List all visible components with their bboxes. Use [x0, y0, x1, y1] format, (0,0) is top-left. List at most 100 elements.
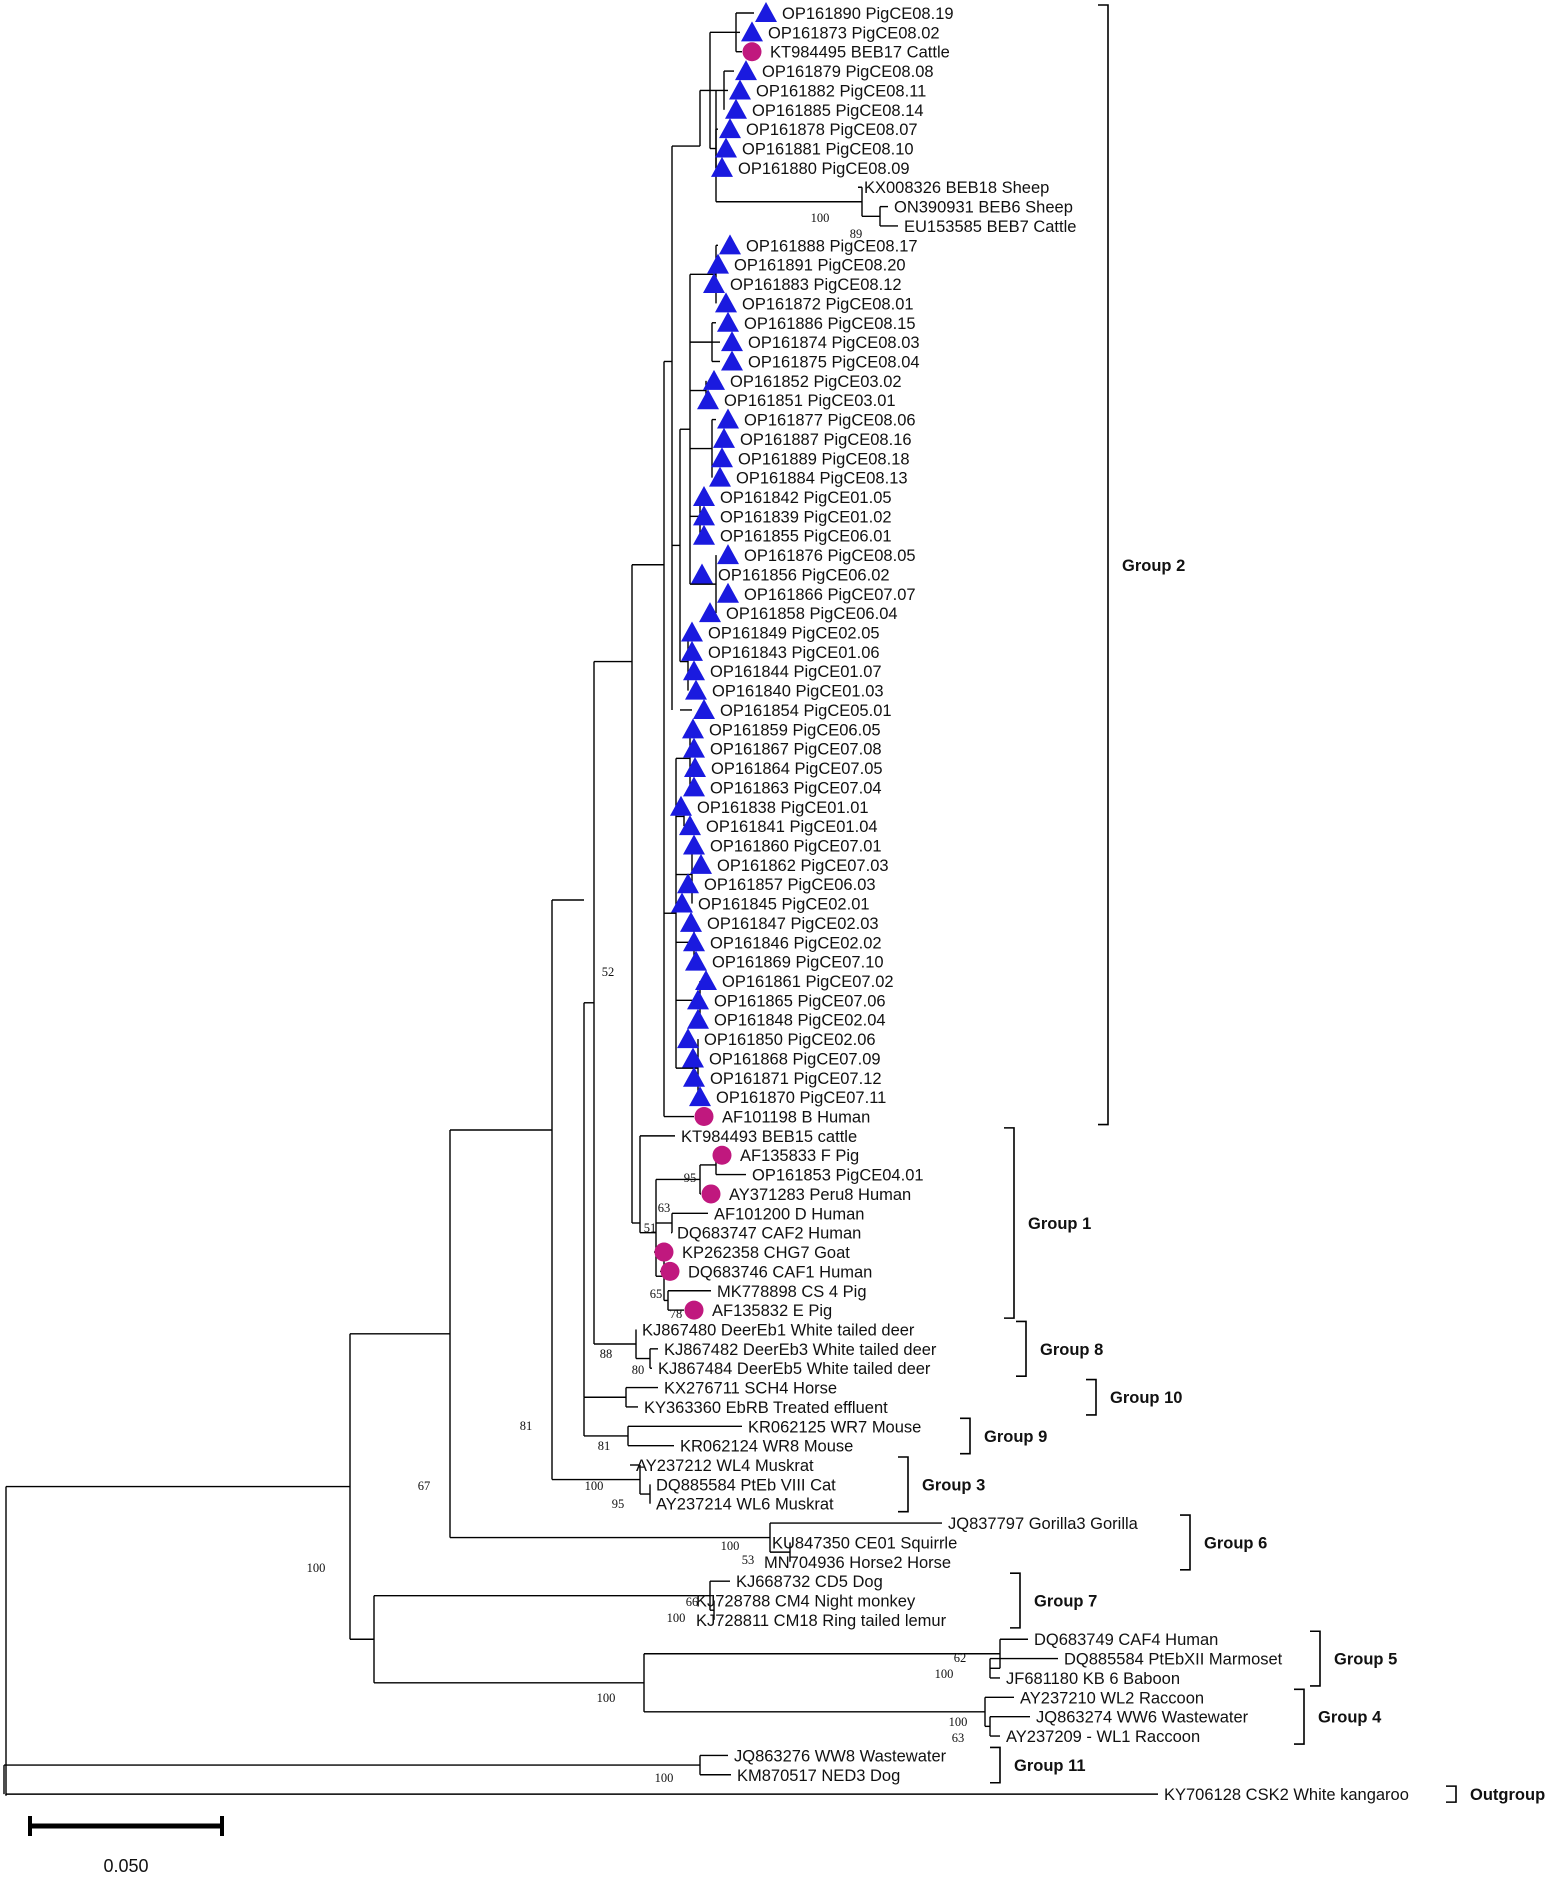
- group-label: Group 5: [1334, 1651, 1397, 1669]
- tip-label: OP161886 PigCE08.15: [744, 315, 916, 333]
- bootstrap-value: 67: [418, 1479, 431, 1493]
- triangle-marker-icon: [685, 679, 707, 700]
- tip-label: OP161890 PigCE08.19: [782, 5, 954, 23]
- tip-label: AY237212 WL4 Muskrat: [636, 1457, 814, 1475]
- circle-marker-icon: [712, 1145, 732, 1165]
- bootstrap-value: 63: [658, 1201, 671, 1215]
- tip-label: OP161869 PigCE07.10: [712, 954, 884, 972]
- tip-label: AY237209 - WL1 Raccoon: [1006, 1728, 1200, 1746]
- bootstrap-value: 88: [600, 1347, 613, 1361]
- tip-label: KJ728788 CM4 Night monkey: [696, 1593, 916, 1611]
- tip-label: JQ863274 WW6 Wastewater: [1036, 1709, 1249, 1727]
- triangle-marker-icon: [685, 950, 707, 971]
- tip-label: OP161840 PigCE01.03: [712, 683, 884, 701]
- tip-label: OP161857 PigCE06.03: [704, 876, 876, 894]
- bootstrap-value: 62: [954, 1651, 967, 1665]
- tip-label: JF681180 KB 6 Baboon: [1006, 1670, 1180, 1688]
- group-label: Group 2: [1122, 557, 1185, 575]
- triangle-marker-icon: [719, 234, 741, 255]
- group-bracket: [1446, 1785, 1457, 1803]
- tip-label: KJ867484 DeerEb5 White tailed deer: [658, 1360, 931, 1378]
- triangle-marker-icon: [735, 60, 757, 81]
- triangle-marker-icon: [725, 98, 747, 119]
- group-label: Outgroup: [1470, 1786, 1545, 1804]
- tip-label: OP161852 PigCE03.02: [730, 373, 902, 391]
- bootstrap-value: 100: [811, 211, 830, 225]
- tip-label: KX008326 BEB18 Sheep: [864, 179, 1049, 197]
- tip-label: OP161862 PigCE07.03: [717, 857, 889, 875]
- tip-label: OP161880 PigCE08.09: [738, 160, 910, 178]
- triangle-marker-icon: [683, 1066, 705, 1087]
- tip-label: OP161850 PigCE02.06: [704, 1031, 876, 1049]
- bootstrap-value: 95: [612, 1497, 625, 1511]
- group-label: Group 6: [1204, 1534, 1267, 1552]
- group-label: Group 11: [1014, 1757, 1086, 1775]
- triangle-marker-icon: [671, 892, 693, 913]
- triangle-marker-icon: [677, 873, 699, 894]
- group-bracket: [1180, 1514, 1191, 1571]
- bootstrap-value: 66: [686, 1595, 699, 1609]
- tip-label: AF101198 B Human: [722, 1109, 870, 1127]
- tip-label: DQ885584 PtEb VIII Cat: [656, 1476, 836, 1494]
- tip-label: OP161876 PigCE08.05: [744, 547, 916, 565]
- tip-label: MN704936 Horse2 Horse: [764, 1554, 951, 1572]
- tip-label: OP161847 PigCE02.03: [707, 915, 879, 933]
- tip-label: OP161867 PigCE07.08: [710, 741, 882, 759]
- group-label: Group 7: [1034, 1593, 1097, 1611]
- triangle-marker-icon: [719, 118, 741, 139]
- bootstrap-value: 80: [632, 1363, 645, 1377]
- tip-label: ON390931 BEB6 Sheep: [894, 199, 1073, 217]
- bootstrap-value: 100: [585, 1479, 604, 1493]
- group-label: Group 1: [1028, 1215, 1091, 1233]
- tip-label: OP161877 PigCE08.06: [744, 412, 916, 430]
- tip-label: OP161891 PigCE08.20: [734, 257, 906, 275]
- triangle-marker-icon: [681, 621, 703, 642]
- triangle-marker-icon: [693, 505, 715, 526]
- triangle-marker-icon: [682, 718, 704, 739]
- triangle-marker-icon: [693, 698, 715, 719]
- circle-marker-icon: [694, 1107, 714, 1127]
- triangle-marker-icon: [715, 292, 737, 313]
- triangle-marker-icon: [729, 79, 751, 100]
- tip-label: KJ867482 DeerEb3 White tailed deer: [664, 1341, 937, 1359]
- triangle-marker-icon: [721, 350, 743, 371]
- triangle-marker-icon: [691, 563, 713, 584]
- triangle-marker-icon: [683, 776, 705, 797]
- group-label: Group 4: [1318, 1709, 1382, 1727]
- tip-label: OP161853 PigCE04.01: [752, 1167, 924, 1185]
- tip-label: OP161881 PigCE08.10: [742, 141, 914, 159]
- group-label: Group 10: [1110, 1389, 1182, 1407]
- triangle-marker-icon: [703, 369, 725, 390]
- tip-label: OP161874 PigCE08.03: [748, 334, 920, 352]
- circle-marker-icon: [684, 1300, 704, 1320]
- triangle-marker-icon: [682, 1047, 704, 1068]
- tip-label: OP161888 PigCE08.17: [746, 237, 918, 255]
- triangle-marker-icon: [717, 408, 739, 429]
- tip-label: OP161885 PigCE08.14: [752, 102, 924, 120]
- tip-label: OP161882 PigCE08.11: [756, 82, 926, 100]
- triangle-marker-icon: [755, 2, 777, 22]
- tip-label: OP161855 PigCE06.01: [720, 528, 892, 546]
- tip-label: AF101200 D Human: [714, 1205, 864, 1223]
- tip-label: KM870517 NED3 Dog: [737, 1767, 900, 1785]
- bootstrap-values: 1008952956351657888808181100956710053100…: [307, 211, 968, 1785]
- tip-label: OP161856 PigCE06.02: [718, 566, 890, 584]
- tip-label: OP161839 PigCE01.02: [720, 508, 892, 526]
- tip-label: KP262358 CHG7 Goat: [682, 1244, 850, 1262]
- tree-branches: [3, 12, 1158, 1796]
- tip-label: OP161879 PigCE08.08: [762, 63, 934, 81]
- triangle-marker-icon: [709, 466, 731, 487]
- tip-label: AF135833 F Pig: [740, 1147, 859, 1165]
- triangle-marker-icon: [711, 447, 733, 468]
- tip-label: OP161861 PigCE07.02: [722, 973, 894, 991]
- tip-label: KR062124 WR8 Mouse: [680, 1438, 853, 1456]
- triangle-marker-icon: [711, 156, 733, 177]
- tip-label: OP161860 PigCE07.01: [710, 837, 882, 855]
- bootstrap-value: 100: [721, 1539, 740, 1553]
- bootstrap-value: 81: [598, 1439, 611, 1453]
- tip-label: OP161870 PigCE07.11: [716, 1089, 886, 1107]
- tip-label: OP161889 PigCE08.18: [738, 450, 910, 468]
- group-brackets: Group 2 Group 1 Group 8 Group 10 Group 9 Grou…: [898, 4, 1545, 1804]
- bootstrap-value: 65: [650, 1287, 663, 1301]
